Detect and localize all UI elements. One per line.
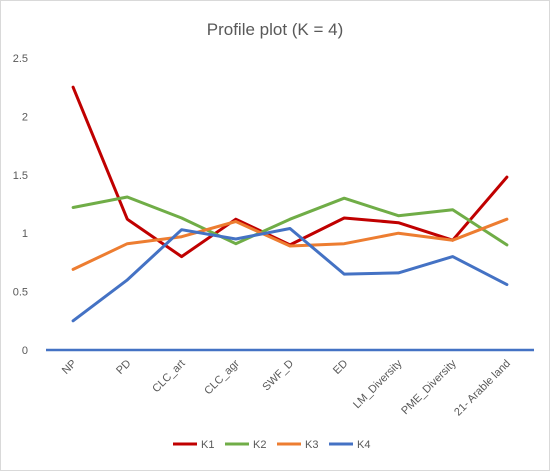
series-lines (71, 85, 509, 323)
x-tick-label: ED (331, 358, 350, 377)
legend: K1 K2 K3 K4 (173, 439, 370, 451)
series-line-k4 (71, 227, 509, 323)
x-tick-label: NP (60, 358, 79, 377)
series-line-k1 (71, 85, 509, 259)
series-line-k3 (71, 217, 509, 271)
legend-label-k3: K3 (305, 439, 318, 451)
y-tick-label: 1.5 (13, 170, 28, 182)
x-tick-label: CLC_art (150, 358, 187, 395)
y-tick-label: 0 (22, 345, 28, 357)
legend-label-k2: K2 (253, 439, 266, 451)
legend-label-k4: K4 (357, 439, 370, 451)
x-tick-label: PD (114, 358, 133, 377)
chart-title: Profile plot (K = 4) (207, 20, 344, 39)
y-tick-label: 2 (22, 111, 28, 123)
legend-label-k1: K1 (201, 439, 214, 451)
x-tick-label: CLC_agr (202, 357, 242, 397)
series-line-k2 (71, 195, 509, 247)
x-axis-ticks: NP PD CLC_art CLC_agr SWF_D ED LM_DiversityPME… (60, 357, 513, 418)
y-tick-label: 2.5 (13, 53, 28, 65)
y-tick-label: 0.5 (13, 287, 28, 299)
x-tick-label: LM_Diversity (351, 357, 405, 411)
y-tick-label: 1 (22, 228, 28, 240)
y-axis-ticks: 0 0.5 1 1.5 2 2.5 (13, 53, 28, 357)
x-tick-label: 21- Arable land (452, 358, 513, 419)
x-tick-label: PME_Diversity (399, 357, 459, 417)
x-tick-label: SWF_D (260, 358, 296, 394)
